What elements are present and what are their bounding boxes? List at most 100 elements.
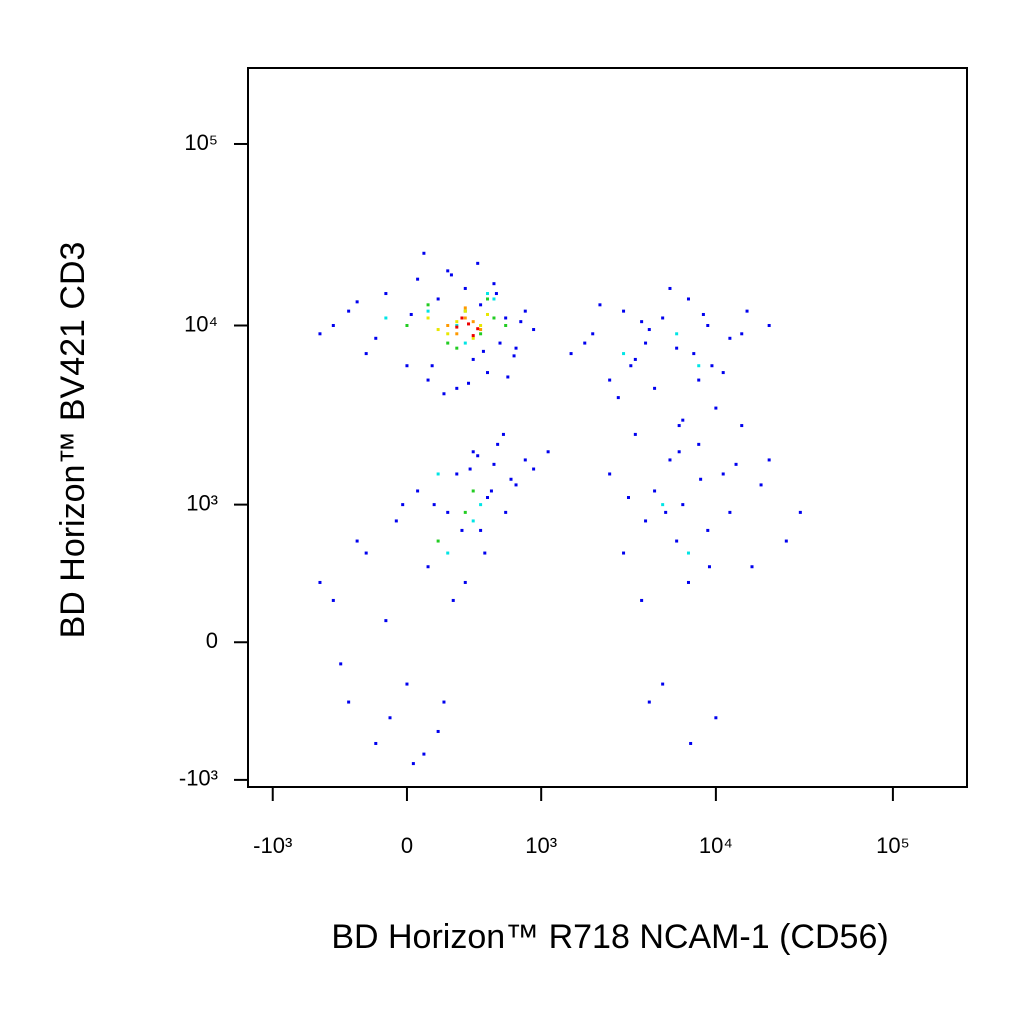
point [692, 352, 696, 356]
point [668, 458, 672, 462]
point [442, 700, 446, 704]
point [514, 483, 518, 487]
point [514, 346, 518, 350]
point [653, 386, 657, 390]
point [512, 354, 516, 358]
point [706, 323, 710, 327]
point [681, 418, 685, 422]
point [416, 277, 420, 281]
point [455, 323, 459, 327]
y-tick-label: 10⁴ [184, 311, 218, 336]
point [492, 282, 496, 286]
point [591, 332, 595, 336]
point [394, 519, 398, 523]
point [416, 489, 420, 493]
point [426, 378, 430, 382]
point [498, 341, 502, 345]
point [446, 341, 450, 345]
point [661, 503, 665, 507]
point [426, 316, 430, 320]
point [455, 386, 459, 390]
point [629, 364, 633, 368]
point [460, 316, 464, 320]
point [388, 716, 392, 720]
point [608, 378, 612, 382]
point [661, 316, 665, 320]
point [426, 303, 430, 307]
point [331, 598, 335, 602]
point [486, 371, 490, 375]
point [504, 323, 508, 327]
point [714, 716, 718, 720]
point [479, 328, 483, 332]
point [767, 458, 771, 462]
point [767, 323, 771, 327]
point [455, 472, 459, 476]
x-axis-label: BD Horizon™ R718 NCAM-1 (CD56) [331, 918, 888, 956]
point [411, 762, 415, 766]
point [519, 320, 523, 324]
point [647, 700, 651, 704]
point [616, 396, 620, 400]
plot-frame [247, 67, 968, 788]
point [405, 323, 409, 327]
point [355, 539, 359, 543]
point [784, 539, 788, 543]
point [496, 442, 500, 446]
point [481, 349, 485, 353]
point [463, 510, 467, 514]
point [633, 432, 637, 436]
point [504, 316, 508, 320]
point [436, 539, 440, 543]
point [486, 297, 490, 301]
point [422, 251, 426, 255]
point [668, 286, 672, 290]
point [647, 328, 651, 332]
point [446, 269, 450, 273]
point [504, 510, 508, 514]
x-tick-label: 0 [401, 833, 413, 858]
point [436, 472, 440, 476]
point [463, 341, 467, 345]
x-tick-label: -10³ [253, 833, 292, 858]
point [463, 309, 467, 313]
point [483, 551, 487, 555]
point [622, 551, 626, 555]
point [455, 346, 459, 350]
point [653, 489, 657, 493]
point [486, 292, 490, 296]
point [492, 316, 496, 320]
point [622, 352, 626, 356]
point [436, 297, 440, 301]
point [463, 316, 467, 320]
point [608, 472, 612, 476]
point [664, 510, 668, 514]
point [331, 323, 335, 327]
point [697, 364, 701, 368]
point [681, 503, 685, 507]
point [318, 580, 322, 584]
point [364, 551, 368, 555]
point [701, 312, 705, 316]
point [471, 334, 475, 338]
point [728, 336, 732, 340]
point [728, 510, 732, 514]
point [405, 682, 409, 686]
point [479, 332, 483, 336]
point [633, 357, 637, 361]
point [721, 371, 725, 375]
point [569, 352, 573, 356]
point [436, 729, 440, 733]
point [446, 551, 450, 555]
point [479, 323, 483, 327]
point [471, 489, 475, 493]
point [494, 292, 498, 296]
point [446, 510, 450, 514]
point [471, 357, 475, 361]
y-axis-label: BD Horizon™ BV421 CD3 [54, 242, 92, 639]
point [471, 320, 475, 324]
point [546, 450, 550, 454]
point [471, 450, 475, 454]
point [798, 510, 802, 514]
